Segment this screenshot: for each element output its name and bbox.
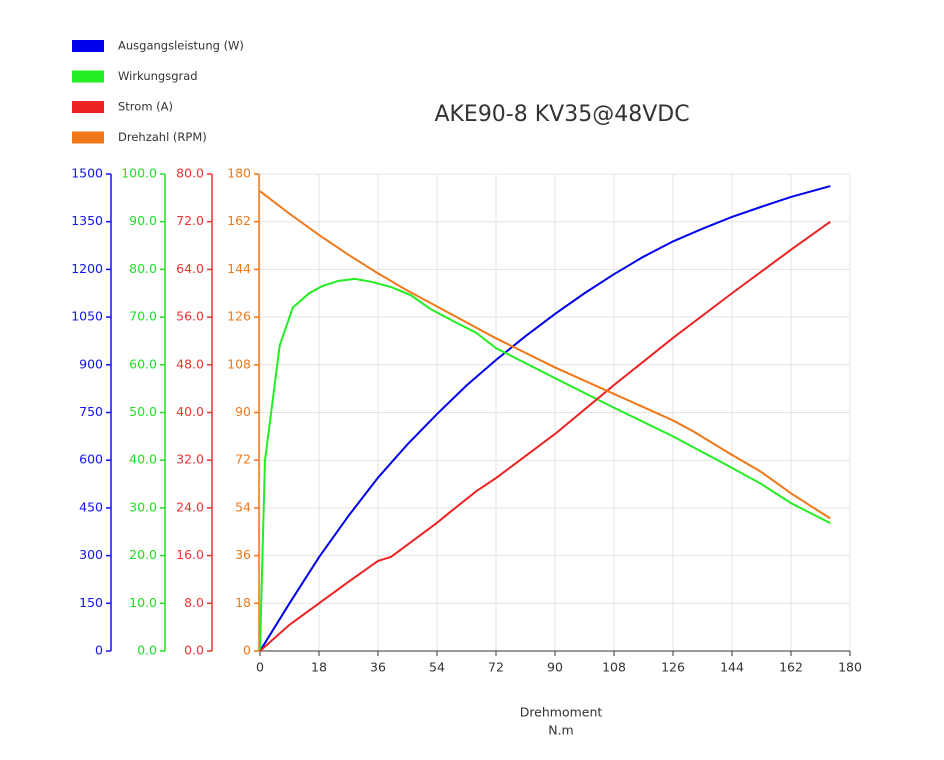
y-tick-label: 100.0: [121, 166, 157, 181]
y-tick-label: 750: [79, 404, 103, 419]
y-tick-label: 48.0: [176, 356, 204, 371]
y-tick-label: 8.0: [184, 595, 204, 610]
x-tick-label: 18: [311, 660, 327, 675]
legend-label: Ausgangsleistung (W): [118, 39, 244, 53]
legend-label: Strom (A): [118, 100, 173, 114]
y-tick-label: 0.0: [137, 643, 157, 658]
legend-swatch: [72, 131, 104, 144]
y-tick-label: 80.0: [129, 261, 157, 276]
y-tick-label: 32.0: [176, 452, 204, 467]
legend-label: Wirkungsgrad: [118, 69, 198, 83]
series-line: [259, 190, 831, 520]
y-tick-label: 40.0: [129, 452, 157, 467]
y-tick-label: 54: [235, 499, 251, 514]
y-tick-label: 450: [79, 499, 103, 514]
y-tick-label: 72.0: [176, 213, 204, 228]
y-tick-label: 900: [79, 356, 103, 371]
y-tick-label: 40.0: [176, 404, 204, 419]
y-tick-label: 0: [95, 643, 103, 658]
y-tick-label: 64.0: [176, 261, 204, 276]
series-line: [259, 277, 831, 652]
series-line: [259, 185, 831, 652]
y-tick-label: 162: [227, 213, 251, 228]
y-tick-label: 36: [235, 547, 251, 562]
y-tick-label: 126: [227, 309, 251, 324]
y-tick-label: 18: [235, 595, 251, 610]
y-tick-label: 10.0: [129, 595, 157, 610]
y-tick-label: 16.0: [176, 547, 204, 562]
legend-swatch: [72, 101, 104, 113]
x-axis-unit: N.m: [548, 723, 574, 738]
legend-swatch: [72, 40, 104, 52]
y-tick-label: 0: [243, 643, 251, 658]
x-tick-label: 90: [547, 660, 563, 675]
y-tick-label: 80.0: [176, 166, 204, 181]
y-tick-label: 300: [79, 547, 103, 562]
y-tick-label: 24.0: [176, 499, 204, 514]
y-tick-label: 108: [227, 356, 251, 371]
y-tick-label: 50.0: [129, 404, 157, 419]
y-tick-label: 1200: [71, 261, 103, 276]
y-tick-label: 1050: [71, 309, 103, 324]
y-tick-label: 56.0: [176, 309, 204, 324]
y-tick-label: 70.0: [129, 309, 157, 324]
y-tick-label: 180: [227, 166, 251, 181]
x-tick-label: 72: [488, 660, 504, 675]
x-axis-label: Drehmoment: [520, 705, 603, 720]
chart-title: AKE90-8 KV35@48VDC: [434, 102, 689, 127]
y-tick-label: 30.0: [129, 499, 157, 514]
x-tick-label: 0: [256, 660, 264, 675]
y-tick-label: 60.0: [129, 356, 157, 371]
x-tick-label: 180: [838, 660, 862, 675]
y-tick-label: 144: [227, 261, 251, 276]
x-tick-label: 36: [370, 660, 386, 675]
x-tick-label: 144: [720, 660, 744, 675]
y-tick-label: 72: [235, 452, 251, 467]
series-line: [259, 220, 831, 652]
y-tick-label: 600: [79, 452, 103, 467]
legend-swatch: [72, 70, 104, 83]
x-tick-label: 162: [779, 660, 803, 675]
x-tick-label: 54: [429, 660, 445, 675]
y-tick-label: 1350: [71, 213, 103, 228]
y-tick-label: 20.0: [129, 547, 157, 562]
y-tick-label: 90.0: [129, 213, 157, 228]
y-tick-label: 90: [235, 404, 251, 419]
legend-label: Drehzahl (RPM): [118, 130, 207, 144]
y-tick-label: 150: [79, 595, 103, 610]
y-tick-label: 1500: [71, 166, 103, 181]
x-tick-label: 126: [661, 660, 685, 675]
x-tick-label: 108: [602, 660, 626, 675]
y-tick-label: 0.0: [184, 643, 204, 658]
